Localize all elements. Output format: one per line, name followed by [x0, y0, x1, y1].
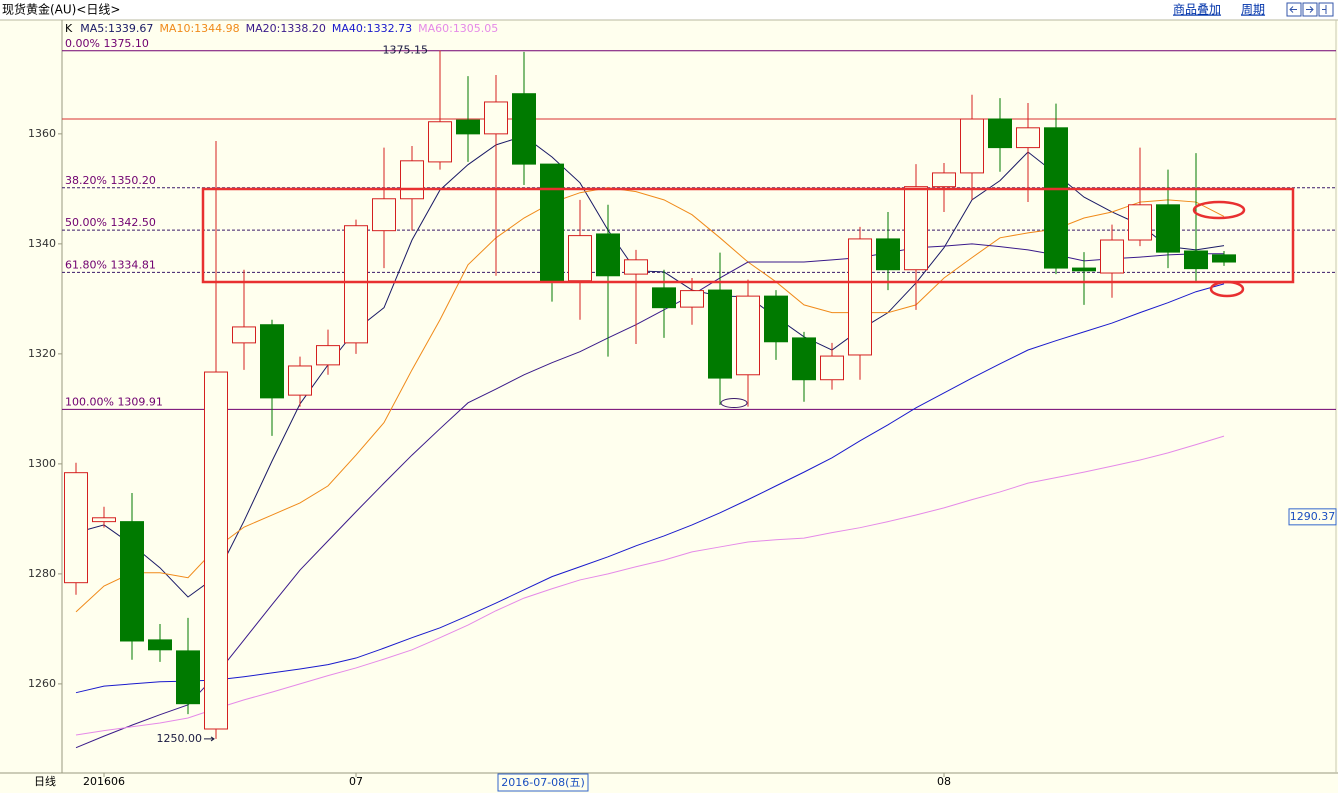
fib-label: 61.80% 1334.81 [65, 258, 156, 271]
candle-body [400, 160, 424, 200]
candle-body [484, 101, 508, 135]
candle-body [624, 259, 648, 275]
ma-line [75, 135, 1225, 598]
y-tick-label: 1340 [28, 237, 56, 250]
overlay-button[interactable]: 商品叠加 [1173, 2, 1221, 17]
low-arrow [204, 736, 215, 742]
cursor-date-box [497, 773, 589, 792]
candle-body [988, 118, 1012, 149]
nav-left-icon [1289, 6, 1297, 13]
low-label: 1250.00 [157, 732, 203, 745]
candle-body [512, 93, 536, 165]
nav-right-icon [1306, 6, 1314, 13]
candle-body [1184, 250, 1208, 270]
axis-corner: 日线 [34, 774, 56, 788]
ma-line [75, 435, 1225, 736]
nav-layout-icon [1322, 5, 1327, 14]
candle-body [232, 326, 256, 344]
candle-body [204, 371, 228, 730]
y-tick-label: 1300 [28, 457, 56, 470]
legend-prefix: K [65, 22, 73, 35]
candle-body [792, 337, 816, 381]
ma-line [75, 243, 1224, 749]
fib-label: 38.20% 1350.20 [65, 174, 156, 187]
legend-entry: MA10:1344.98 [159, 22, 239, 35]
price-tag-box [1288, 508, 1337, 526]
candle-body [540, 163, 564, 282]
legend-entry: MA5:1339.67 [80, 22, 153, 35]
legend-entry: MA40:1332.73 [332, 22, 412, 35]
candle-body [904, 186, 928, 271]
candle-body [456, 119, 480, 135]
candle-body [64, 472, 88, 584]
candle-body [652, 287, 676, 309]
high-label: 1375.15 [383, 44, 429, 57]
period-button[interactable]: 周期 [1241, 3, 1265, 17]
candle-body [1100, 239, 1124, 274]
legend-entry: MA20:1338.20 [246, 22, 326, 35]
ma-lines [75, 135, 1225, 749]
candle-body [176, 650, 200, 705]
legend-entry: MA60:1305.05 [418, 22, 498, 35]
candle-body [764, 295, 788, 343]
candle-body [92, 517, 116, 523]
candle-body [1128, 204, 1152, 241]
cursor-date: 2016-07-08(五) [501, 776, 585, 789]
y-tick-label: 1260 [28, 677, 56, 690]
highlight-ellipse [1192, 200, 1246, 220]
highlight-ellipse [720, 398, 748, 408]
fib-label: 50.00% 1342.50 [65, 216, 156, 229]
candle-body [1072, 267, 1096, 272]
y-tick-label: 1360 [28, 127, 56, 140]
fib-label: 0.00% 1375.10 [65, 37, 149, 50]
candle-body [820, 355, 844, 381]
candle-body [960, 118, 984, 174]
candle-body [1156, 204, 1180, 253]
ma-line [75, 187, 1225, 613]
x-tick-label: 201606 [83, 775, 125, 788]
candle-body [120, 521, 144, 642]
candle-body [876, 238, 900, 271]
candle-body [260, 324, 284, 399]
x-tick-label: 07 [349, 775, 363, 788]
fib-label: 100.00% 1309.91 [65, 395, 163, 408]
candle-body [148, 639, 172, 651]
candle-body [428, 121, 452, 163]
nav-icons [1286, 2, 1334, 17]
candle-body [596, 233, 620, 277]
candle-body [316, 345, 340, 366]
candle-body [568, 235, 592, 282]
candle-body [288, 365, 312, 396]
candle-body [736, 295, 760, 376]
candle-body [680, 290, 704, 308]
plot: 1260 1280 1300 1320 1340 1360 0.00% 1375.10 38.… [28, 22, 1337, 788]
range-box [201, 187, 1295, 284]
header-title: 现货黄金(AU)<日线> [2, 2, 120, 17]
y-tick-label: 1280 [28, 567, 56, 580]
candle-body [344, 225, 368, 344]
price-tag: 1290.37 [1290, 510, 1336, 523]
x-tick-label: 08 [937, 775, 951, 788]
header-bar [0, 0, 1338, 20]
candle-body [1212, 254, 1236, 263]
candle-body [1016, 127, 1040, 149]
candle-body [932, 172, 956, 188]
ma-line [75, 283, 1225, 694]
annotations [201, 187, 1295, 408]
candle-body [372, 198, 396, 232]
highlight-ellipse [1209, 280, 1245, 298]
candle-body [848, 238, 872, 356]
candle-body [708, 289, 732, 379]
candle-body [1044, 127, 1068, 269]
y-tick-label: 1320 [28, 347, 56, 360]
